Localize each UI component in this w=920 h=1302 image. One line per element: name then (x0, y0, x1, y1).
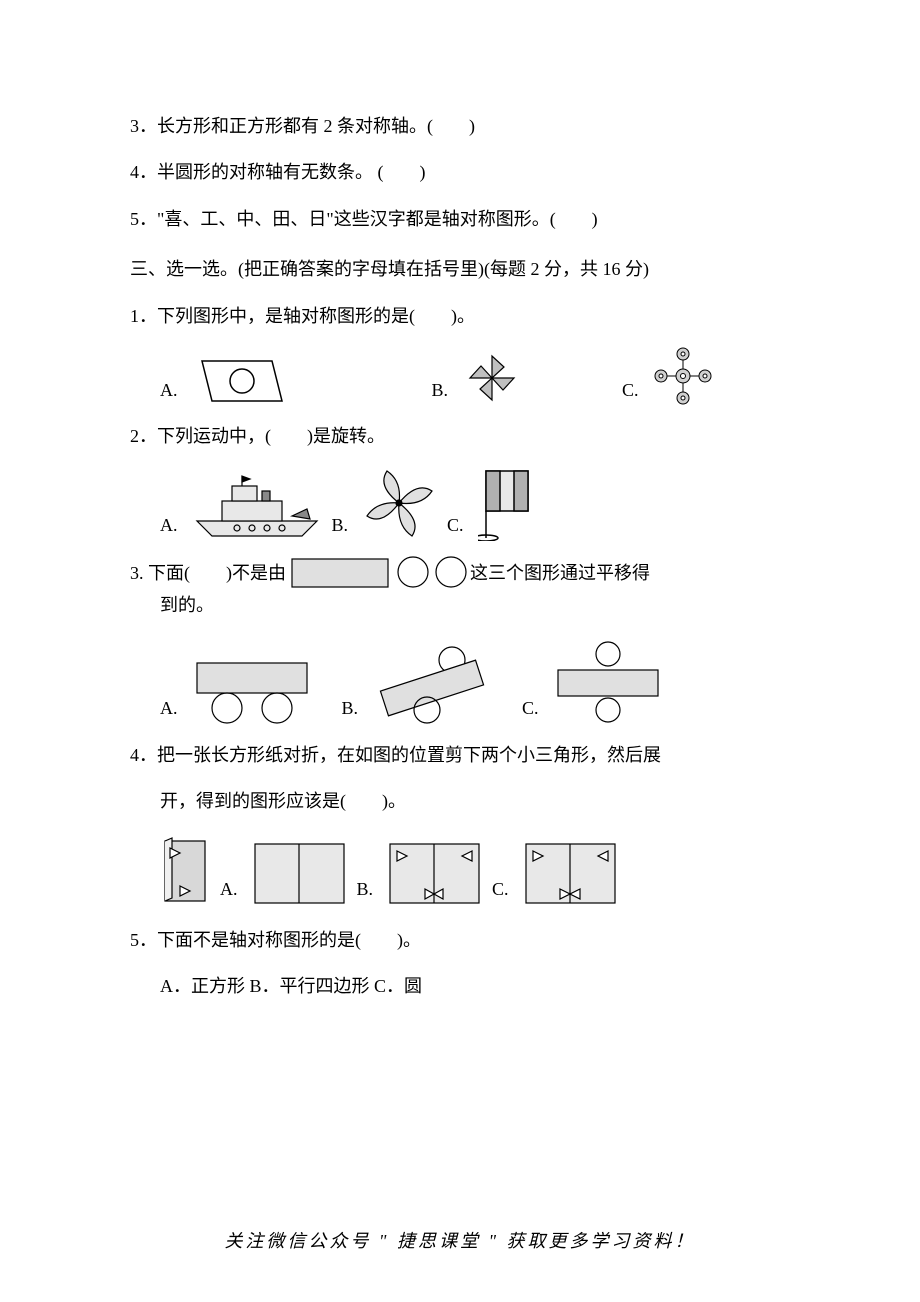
flag-icon (478, 466, 533, 541)
windmill-icon (362, 466, 437, 541)
question-text: 1．下列图形中，是轴对称图形的是( )。 (130, 306, 475, 326)
rectangle-shape-icon (290, 557, 390, 589)
folded-paper-icon (160, 836, 210, 906)
ship-icon (192, 471, 322, 541)
s3q3-continuation: 到的。 (160, 589, 790, 621)
options-text: A．正方形 B．平行四边形 C．圆 (160, 976, 422, 996)
question-text-part-c: 到的。 (160, 595, 214, 615)
option-a-label: A. (160, 509, 178, 541)
question-text: 4．半圆形的对称轴有无数条。 ( ) (130, 162, 426, 182)
question-text-part-a: 3. 下面( )不是由 (130, 557, 286, 589)
circle-shape-icon (434, 555, 468, 589)
s3q5-options: A．正方形 B．平行四边形 C．圆 (160, 970, 790, 1002)
tf-question-3: 3．长方形和正方形都有 2 条对称轴。( ) (130, 110, 790, 142)
question-text: 5．下面不是轴对称图形的是( )。 (130, 930, 421, 950)
option-c-label: C. (447, 509, 464, 541)
cart-shape-icon (192, 655, 312, 725)
circle-shape-icon (396, 555, 430, 589)
s3-question-1: 1．下列图形中，是轴对称图形的是( )。 (130, 300, 790, 332)
question-text-part-b: 这三个图形通过平移得 (470, 557, 650, 589)
s3-question-5: 5．下面不是轴对称图形的是( )。 (130, 924, 790, 956)
question-text: 2．下列运动中，( )是旋转。 (130, 426, 385, 446)
section-header-text: 三、选一选。(把正确答案的字母填在括号里)(每题 2 分，共 16 分) (130, 259, 649, 279)
option-b-label: B. (432, 374, 449, 406)
option-b-label: B. (342, 692, 359, 724)
option-a-result-icon (252, 841, 347, 906)
option-b-label: B. (332, 509, 349, 541)
s3q4-continuation: 开，得到的图形应该是( )。 (160, 785, 790, 817)
s3-question-4: 4．把一张长方形纸对折，在如图的位置剪下两个小三角形，然后展 (130, 739, 790, 771)
parallelogram-circle-icon (192, 356, 292, 406)
footer-text: 关注微信公众号 " 捷思课堂 " 获取更多学习资料！ (224, 1231, 695, 1251)
s3q1-options: A. B. C. (160, 346, 790, 406)
option-b-result-icon (387, 841, 482, 906)
question-text-part-b: 开，得到的图形应该是( )。 (160, 791, 406, 811)
s3q2-options: A. B. C. (160, 466, 790, 541)
tf-question-5: 5．"喜、工、中、田、日"这些汉字都是轴对称图形。( ) (130, 203, 790, 235)
question-text-part-a: 4．把一张长方形纸对折，在如图的位置剪下两个小三角形，然后展 (130, 745, 661, 765)
question-text: 5．"喜、工、中、田、日"这些汉字都是轴对称图形。( ) (130, 209, 598, 229)
option-a-label: A. (220, 873, 238, 905)
option-c-label: C. (522, 692, 539, 724)
s3q4-options: A. B. C. (160, 836, 790, 906)
option-c-result-icon (523, 841, 618, 906)
tilted-rect-icon (372, 645, 492, 725)
s3-question-3: 3. 下面( )不是由 这三个图形通过平移得 (130, 555, 790, 589)
option-c-label: C. (622, 374, 639, 406)
option-a-label: A. (160, 692, 178, 724)
option-a-label: A. (160, 374, 178, 406)
s3q3-options: A. B. C. (160, 640, 790, 725)
cross-circles-icon (653, 346, 713, 406)
page-footer: 关注微信公众号 " 捷思课堂 " 获取更多学习资料！ (0, 1225, 920, 1257)
s3-question-2: 2．下列运动中，( )是旋转。 (130, 420, 790, 452)
divide-shape-icon (553, 640, 663, 725)
section-3-header: 三、选一选。(把正确答案的字母填在括号里)(每题 2 分，共 16 分) (130, 253, 790, 285)
tf-question-4: 4．半圆形的对称轴有无数条。 ( ) (130, 156, 790, 188)
question-text: 3．长方形和正方形都有 2 条对称轴。( ) (130, 116, 475, 136)
option-c-label: C. (492, 873, 509, 905)
pinwheel-icon (462, 351, 522, 406)
option-b-label: B. (357, 873, 374, 905)
